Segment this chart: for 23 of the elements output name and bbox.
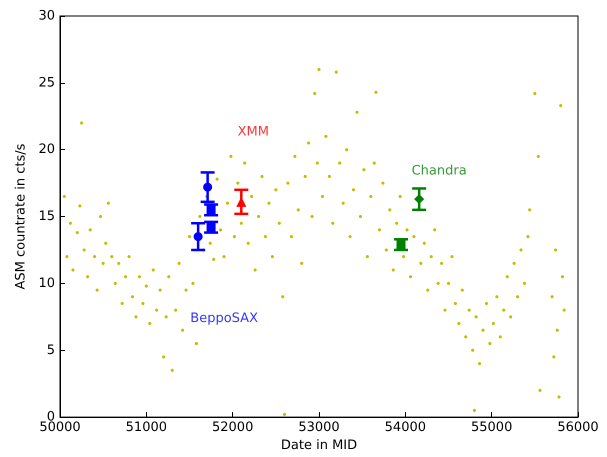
point — [203, 182, 212, 192]
y-tick-label: 15 — [38, 209, 55, 224]
y-tick-label: 10 — [38, 276, 55, 291]
x-tick-label: 52000 — [212, 420, 254, 436]
series-label: Chandra — [412, 164, 467, 179]
point — [194, 232, 203, 242]
x-tick-label: 53000 — [298, 420, 340, 436]
text: BeppoSAX — [190, 311, 258, 326]
x-axis-title: Date in MID — [280, 438, 358, 453]
x-tick-label: 51000 — [126, 420, 168, 436]
x-tick-label: 56000 — [557, 420, 599, 436]
y-axis-title: ASM countrate in cts/s — [14, 143, 29, 290]
y-tick-label: 25 — [38, 75, 55, 90]
point — [206, 222, 216, 232]
x-tick-label: 55000 — [470, 420, 512, 436]
point — [206, 205, 216, 214]
y-tick-label: 20 — [38, 142, 55, 158]
x-tick-label: 54000 — [384, 420, 426, 436]
y-tick-label: 30 — [38, 8, 55, 24]
text: XMM — [238, 124, 269, 140]
y-tick-label: 5 — [46, 342, 55, 358]
point — [414, 194, 424, 204]
point — [396, 240, 406, 250]
